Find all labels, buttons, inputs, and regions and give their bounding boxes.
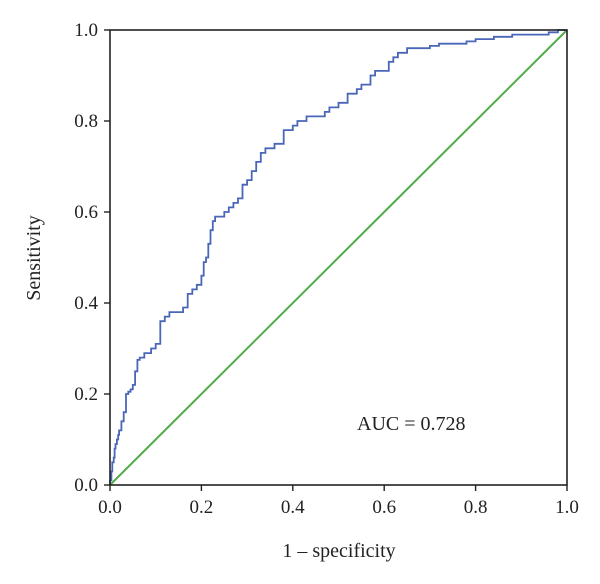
plot-frame [109,29,568,486]
x-axis-label: 1 – specificity [282,540,395,562]
reference-line [109,29,568,486]
x-tick-label: 0.0 [98,497,122,518]
y-tick-label: 0.2 [74,384,98,405]
x-tick-label: 0.4 [281,497,305,518]
y-tick-label: 0.4 [74,293,98,314]
x-tick-label: 0.8 [464,497,488,518]
x-tick-label: 0.6 [372,497,396,518]
roc-curve-line [109,29,567,485]
x-tick-label: 1.0 [555,497,579,518]
y-tick-label: 0.6 [74,202,98,223]
auc-annotation: AUC = 0.728 [357,413,466,435]
x-tick-label: 0.2 [190,497,214,518]
y-tick-label: 1.0 [74,20,98,41]
y-axis-label: Sensitivity [23,215,45,301]
plot-area: 0.0 0.2 0.4 0.6 0.8 1.0 0.0 0.2 0.4 0.6 0.8 1.0 [74,20,579,518]
y-tick-label: 0.8 [74,111,98,132]
y-tick-label: 0.0 [74,475,98,496]
